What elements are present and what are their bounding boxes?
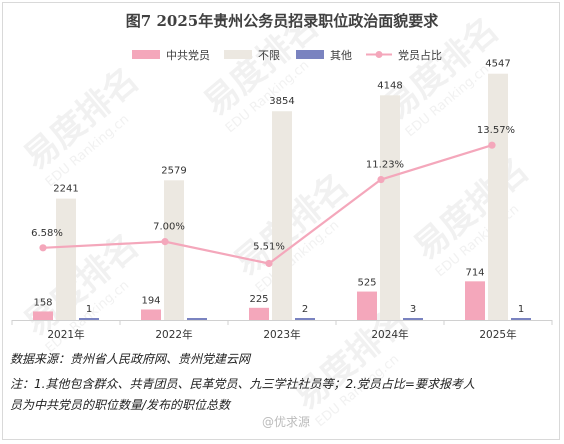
line-point-label: 7.00% — [153, 222, 185, 233]
line-point-label: 13.57% — [477, 125, 515, 136]
series-其他-bar — [295, 318, 315, 320]
series-其他-bar — [511, 318, 531, 320]
footnote-note-line2: 员为中共党员的职位数量/发布的职位总数 — [10, 398, 231, 412]
legend-label-3: 其他 — [330, 49, 352, 62]
legend-label-2: 不限 — [258, 49, 280, 62]
series-其他-label: 2 — [302, 304, 308, 315]
line-point-label: 5.51% — [253, 242, 285, 253]
legend: 中共党员 不限 其他 党员占比 — [132, 48, 442, 62]
series-其他-bar — [187, 318, 207, 320]
series-其他-label: 3 — [410, 304, 416, 315]
x-tick-label: 2021年 — [47, 328, 84, 341]
series-不限-bar — [164, 180, 184, 320]
weibo-handle: @优求源 — [262, 415, 311, 429]
legend-label-4: 党员占比 — [398, 48, 442, 62]
series-中共党员-label: 225 — [249, 294, 268, 305]
bars — [33, 73, 531, 321]
line-point-label: 11.23% — [366, 160, 404, 171]
footnote-source: 数据来源：贵州省人民政府网、贵州党建云网 — [10, 352, 251, 366]
legend-swatch-2 — [224, 50, 252, 59]
series-中共党员-bar — [357, 291, 377, 320]
series-中共党员-bar — [249, 307, 269, 320]
x-tick-label: 2023年 — [263, 328, 300, 341]
series-其他-bar — [79, 318, 99, 320]
series-中共党员-label: 525 — [357, 278, 376, 289]
series-不限-label: 4547 — [485, 59, 510, 70]
footnote-note-line1: 注：1.其他包含群众、共青团员、民革党员、九三学社社员等；2.党员占比=要求报考… — [10, 377, 475, 391]
series-不限-bar — [488, 73, 508, 321]
line-point-label: 6.58% — [31, 228, 63, 239]
x-axis: 2021年 2022年 2023年 2024年 2025年 — [11, 320, 553, 341]
x-tick-label: 2024年 — [371, 328, 408, 341]
series-不限-label: 4148 — [377, 80, 402, 91]
series-不限-label: 3854 — [269, 96, 294, 107]
series-中共党员-bar — [141, 309, 161, 320]
series-不限-label: 2241 — [53, 184, 78, 195]
series-中共党员-label: 194 — [141, 295, 160, 306]
series-不限-bar — [380, 95, 400, 320]
legend-swatch-3 — [296, 50, 324, 59]
legend-swatch-1 — [132, 50, 160, 59]
series-不限-bar — [272, 111, 292, 320]
series-不限-label: 2579 — [161, 165, 186, 176]
line-point — [161, 238, 169, 246]
series-中共党员-label: 714 — [465, 267, 484, 278]
series-其他-label: 1 — [86, 304, 92, 315]
series-不限-bar — [56, 198, 76, 320]
series-中共党员-bar — [33, 311, 53, 320]
chart-title: 图7 2025年贵州公务员招录职位政治面貌要求 — [126, 12, 439, 30]
data-labels: 158 2241 1 194 2579 225 3854 2 525 4148 3 714 4547 1 6… — [31, 59, 524, 315]
line-point — [488, 141, 496, 149]
line-point — [377, 175, 385, 184]
x-tick-label: 2025年 — [479, 328, 516, 341]
line-point — [265, 259, 273, 268]
legend-line-marker — [375, 51, 383, 58]
series-中共党员-label: 158 — [33, 297, 52, 308]
series-其他-label: 1 — [518, 304, 524, 315]
legend-label-1: 中共党员 — [166, 49, 210, 62]
line-point — [39, 244, 47, 252]
series-其他-bar — [403, 318, 423, 320]
line-layer — [39, 141, 496, 268]
series-中共党员-bar — [465, 281, 485, 320]
x-tick-label: 2022年 — [155, 328, 192, 341]
